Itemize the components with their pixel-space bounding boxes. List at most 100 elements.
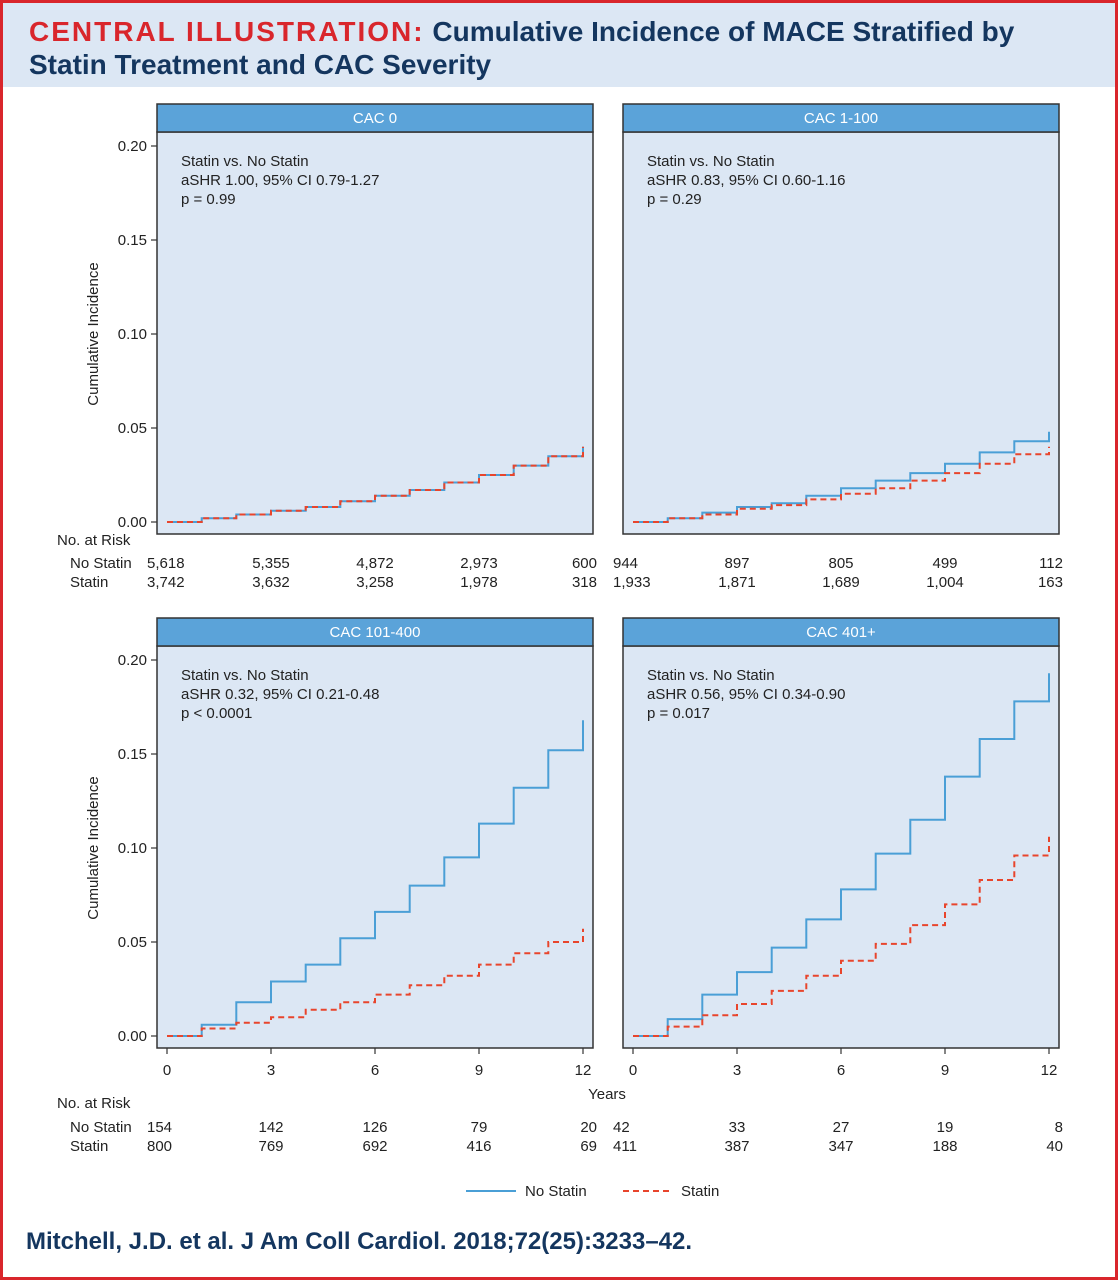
panel-1-y-tick-label: 0.20 [118, 138, 147, 155]
panel-3-plot-area [156, 645, 594, 1049]
panel-4-x-tick-label: 9 [941, 1062, 949, 1079]
panel-3-risk-statin-value: 69 [580, 1138, 597, 1155]
panel-4-x-tick-label: 0 [629, 1062, 637, 1079]
panel-3-risk-statin-value: 769 [258, 1138, 283, 1155]
panel-1-risk-row-no-statin: No Statin [70, 555, 132, 572]
panel-3-stat-line-1: Statin vs. No Statin [181, 667, 309, 684]
panel-3-y-tick-label: 0.10 [118, 840, 147, 857]
panel-2-strip [622, 103, 1060, 133]
panel-1-risk-row-statin: Statin [70, 574, 108, 591]
panel-3-risk-no-statin-value: 79 [471, 1119, 488, 1136]
panel-3-risk-row-no-statin: No Statin [70, 1119, 132, 1136]
panel-1-risk-no-statin-value: 2,973 [460, 555, 498, 572]
panel-3-risk-row-statin: Statin [70, 1138, 108, 1155]
legend-no-statin-label: No Statin [525, 1183, 587, 1200]
panel-4-risk-statin-value: 347 [828, 1138, 853, 1155]
panel-3-risk-statin-value: 800 [147, 1138, 172, 1155]
panel-1-y-tick-label: 0.10 [118, 326, 147, 343]
panel-3-y-tick-label: 0.05 [118, 934, 147, 951]
panel-1-risk-statin-value: 3,632 [252, 574, 290, 591]
panel-1-y-tick-label: 0.05 [118, 420, 147, 437]
panel-3-risk-no-statin-value: 142 [258, 1119, 283, 1136]
panel-2-risk-statin-value: 1,871 [718, 574, 756, 591]
panel-3-risk-no-statin-value: 126 [362, 1119, 387, 1136]
panel-3-strip [156, 617, 594, 647]
faceted-chart: CAC 0 Statin vs. No Statin aSHR 1.00, 95% … [57, 103, 1063, 1200]
panel-2-risk-no-statin-value: 805 [828, 555, 853, 572]
panel-3-y-tick-label: 0.00 [118, 1028, 147, 1045]
panel-3-no-statin-line [167, 720, 584, 1037]
panel-4-strip [622, 617, 1060, 647]
panel-4-risk-statin-value: 188 [932, 1138, 957, 1155]
panel-4-risk-statin-value: 411 [613, 1138, 637, 1155]
panel-1-strip-label: CAC 0 [353, 110, 397, 127]
panel-2-risk-no-statin-value: 499 [932, 555, 957, 572]
panel-1-risk-no-statin-value: 4,872 [356, 555, 394, 572]
panel-4-risk-no-statin-value: 42 [613, 1119, 630, 1136]
panel-4-x-tick-label: 3 [733, 1062, 741, 1079]
panel-3-y-tick-label: 0.20 [118, 652, 147, 669]
panel-1-plot-area [156, 131, 594, 535]
panel-2-stat-line-2: aSHR 0.83, 95% CI 0.60-1.16 [647, 172, 845, 189]
panel-3-stat-line-2: aSHR 0.32, 95% CI 0.21-0.48 [181, 686, 379, 703]
x-axis-title: Years [588, 1086, 626, 1103]
panel-2-plot-area [622, 131, 1060, 535]
panel-2-statin-line [633, 446, 1050, 523]
panel-1-risk-statin-value: 1,978 [460, 574, 498, 591]
title-bar: CENTRAL ILLUSTRATION: Cumulative Inciden… [3, 3, 1115, 87]
panel-2-risk-no-statin-value: 897 [724, 555, 749, 572]
panel-2-risk-no-statin-value: 944 [613, 555, 638, 572]
panel-3-statin-line [167, 928, 584, 1037]
title-main: Cumulative Incidence of MACE Stratified … [29, 16, 1015, 80]
panel-2-risk-statin-value: 1,933 [613, 574, 651, 591]
panel-1-stat-line-3: p = 0.99 [181, 191, 236, 208]
panel-4-risk-statin-value: 40 [1046, 1138, 1063, 1155]
panel-4-risk-no-statin-value: 33 [729, 1119, 746, 1136]
panel-4-strip-label: CAC 401+ [806, 624, 876, 641]
panel-4-stat-line-1: Statin vs. No Statin [647, 667, 775, 684]
panel-1-y-axis-title: Cumulative Incidence [85, 262, 102, 405]
title-prefix: CENTRAL ILLUSTRATION: [29, 16, 425, 47]
panel-1-risk-statin-value: 3,742 [147, 574, 185, 591]
panel-3-x-tick-label: 0 [163, 1062, 171, 1079]
panel-1-risk-no-statin-value: 5,618 [147, 555, 185, 572]
panel-1-statin-line [167, 446, 584, 523]
panel-4-stat-line-3: p = 0.017 [647, 705, 710, 722]
panel-4-stat-line-2: aSHR 0.56, 95% CI 0.34-0.90 [647, 686, 845, 703]
panel-2-no-statin-line [633, 431, 1050, 523]
panel-1-risk-header: No. at Risk [57, 532, 131, 549]
panel-2-strip-label: CAC 1-100 [804, 110, 878, 127]
panel-3-risk-no-statin-value: 154 [147, 1119, 172, 1136]
panel-3-x-tick-label: 9 [475, 1062, 483, 1079]
panel-4-no-statin-line [633, 673, 1050, 1037]
panel-2-risk-statin-value: 1,689 [822, 574, 860, 591]
panel-3-stat-line-3: p < 0.0001 [181, 705, 252, 722]
panel-2-risk-no-statin-value: 112 [1039, 555, 1063, 572]
legend-statin-label: Statin [681, 1183, 719, 1200]
panel-2-stat-line-1: Statin vs. No Statin [647, 153, 775, 170]
panel-3-risk-statin-value: 416 [466, 1138, 491, 1155]
panel-3-risk-statin-value: 692 [362, 1138, 387, 1155]
panel-4-risk-no-statin-value: 27 [833, 1119, 850, 1136]
panel-1-risk-statin-value: 318 [572, 574, 597, 591]
panel-4-plot-area [622, 645, 1060, 1049]
panel-2-risk-statin-value: 163 [1038, 574, 1063, 591]
panel-1-strip [156, 103, 594, 133]
panel-2-stat-line-3: p = 0.29 [647, 191, 702, 208]
panel-3-risk-header: No. at Risk [57, 1095, 131, 1112]
panel-1-risk-no-statin-value: 600 [572, 555, 597, 572]
panel-3-x-tick-label: 12 [575, 1062, 592, 1079]
citation: Mitchell, J.D. et al. J Am Coll Cardiol.… [26, 1228, 693, 1255]
panel-3-x-tick-label: 3 [267, 1062, 275, 1079]
panel-4-x-tick-label: 12 [1041, 1062, 1058, 1079]
panel-1-y-tick-label: 0.15 [118, 232, 147, 249]
panel-1-stat-line-2: aSHR 1.00, 95% CI 0.79-1.27 [181, 172, 379, 189]
panel-1-stat-line-1: Statin vs. No Statin [181, 153, 309, 170]
panel-3-y-axis-title: Cumulative Incidence [85, 776, 102, 919]
panel-1-risk-statin-value: 3,258 [356, 574, 394, 591]
panel-4-risk-no-statin-value: 8 [1055, 1119, 1063, 1136]
panel-4-x-tick-label: 6 [837, 1062, 845, 1079]
panel-1-risk-no-statin-value: 5,355 [252, 555, 290, 572]
panel-1-y-tick-label: 0.00 [118, 514, 147, 531]
panel-3-risk-no-statin-value: 20 [580, 1119, 597, 1136]
